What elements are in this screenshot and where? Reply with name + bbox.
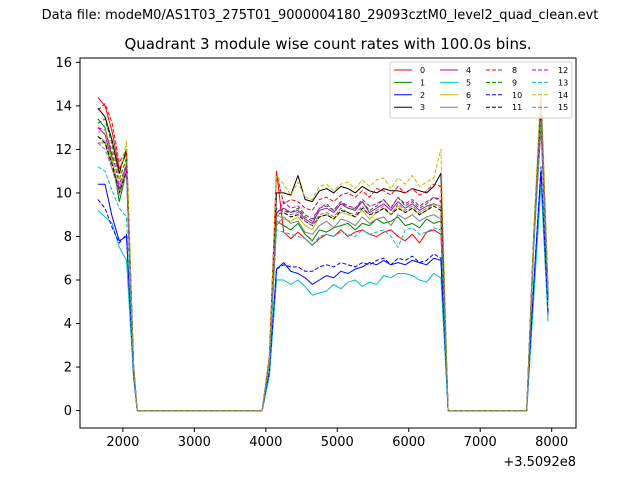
legend-label-1: 1 [420,78,425,87]
series-line-7 [97,114,549,412]
y-tick-label: 10 [55,186,72,201]
legend-label-14: 14 [558,91,568,100]
x-tick-label: 4000 [249,435,282,450]
y-tick-label: 16 [55,56,72,71]
series-line-0 [97,96,549,412]
legend-label-9: 9 [512,78,517,87]
legend-label-7: 7 [466,103,471,112]
series-layer [97,79,549,412]
series-line-11 [97,109,549,412]
y-tick-label: 0 [64,404,72,419]
series-line-3 [97,96,549,412]
series-line-10 [97,166,549,412]
series-line-5 [97,183,549,412]
series-line-2 [97,170,549,412]
y-tick-label: 14 [55,99,72,114]
legend-label-2: 2 [420,91,425,100]
legend-label-3: 3 [420,103,425,112]
y-tick-label: 6 [64,274,72,289]
series-line-12 [97,105,549,412]
x-tick-label: 7000 [464,435,497,450]
series-line-14 [97,79,549,412]
legend-label-11: 11 [512,103,522,112]
legend-label-5: 5 [466,78,471,87]
legend-label-10: 10 [512,91,522,100]
x-offset-label: +3.5092e8 [503,455,576,470]
series-line-15 [97,109,549,412]
legend-label-15: 15 [558,103,568,112]
series-line-9 [97,103,549,412]
x-axis: 2000 3000 4000 5000 6000 7000 8000 [106,428,568,450]
y-tick-label: 12 [55,143,72,158]
chart-title: Quadrant 3 module wise count rates with … [124,35,531,53]
y-tick-label: 8 [64,230,72,245]
series-line-13 [97,122,549,412]
series-line-4 [97,105,549,412]
legend-label-6: 6 [466,91,471,100]
chart-suptitle: Data file: modeM0/AS1T03_275T01_90000041… [42,8,599,23]
x-tick-label: 8000 [535,435,568,450]
legend-label-12: 12 [558,66,568,75]
y-tick-label: 2 [64,361,72,376]
legend-label-4: 4 [466,66,471,75]
y-axis: 0 2 4 6 8 10 12 14 16 [55,56,80,419]
x-tick-label: 5000 [321,435,354,450]
legend-label-8: 8 [512,66,517,75]
series-line-1 [97,111,549,412]
series-line-6 [97,105,549,412]
legend-label-0: 0 [420,66,425,75]
plot-frame [79,57,577,429]
x-tick-label: 6000 [392,435,425,450]
x-tick-label: 3000 [178,435,211,450]
legend-box [389,61,573,119]
series-line-8 [97,98,549,412]
y-tick-label: 4 [64,317,72,332]
legend-label-13: 13 [558,78,568,87]
x-tick-label: 2000 [106,435,139,450]
